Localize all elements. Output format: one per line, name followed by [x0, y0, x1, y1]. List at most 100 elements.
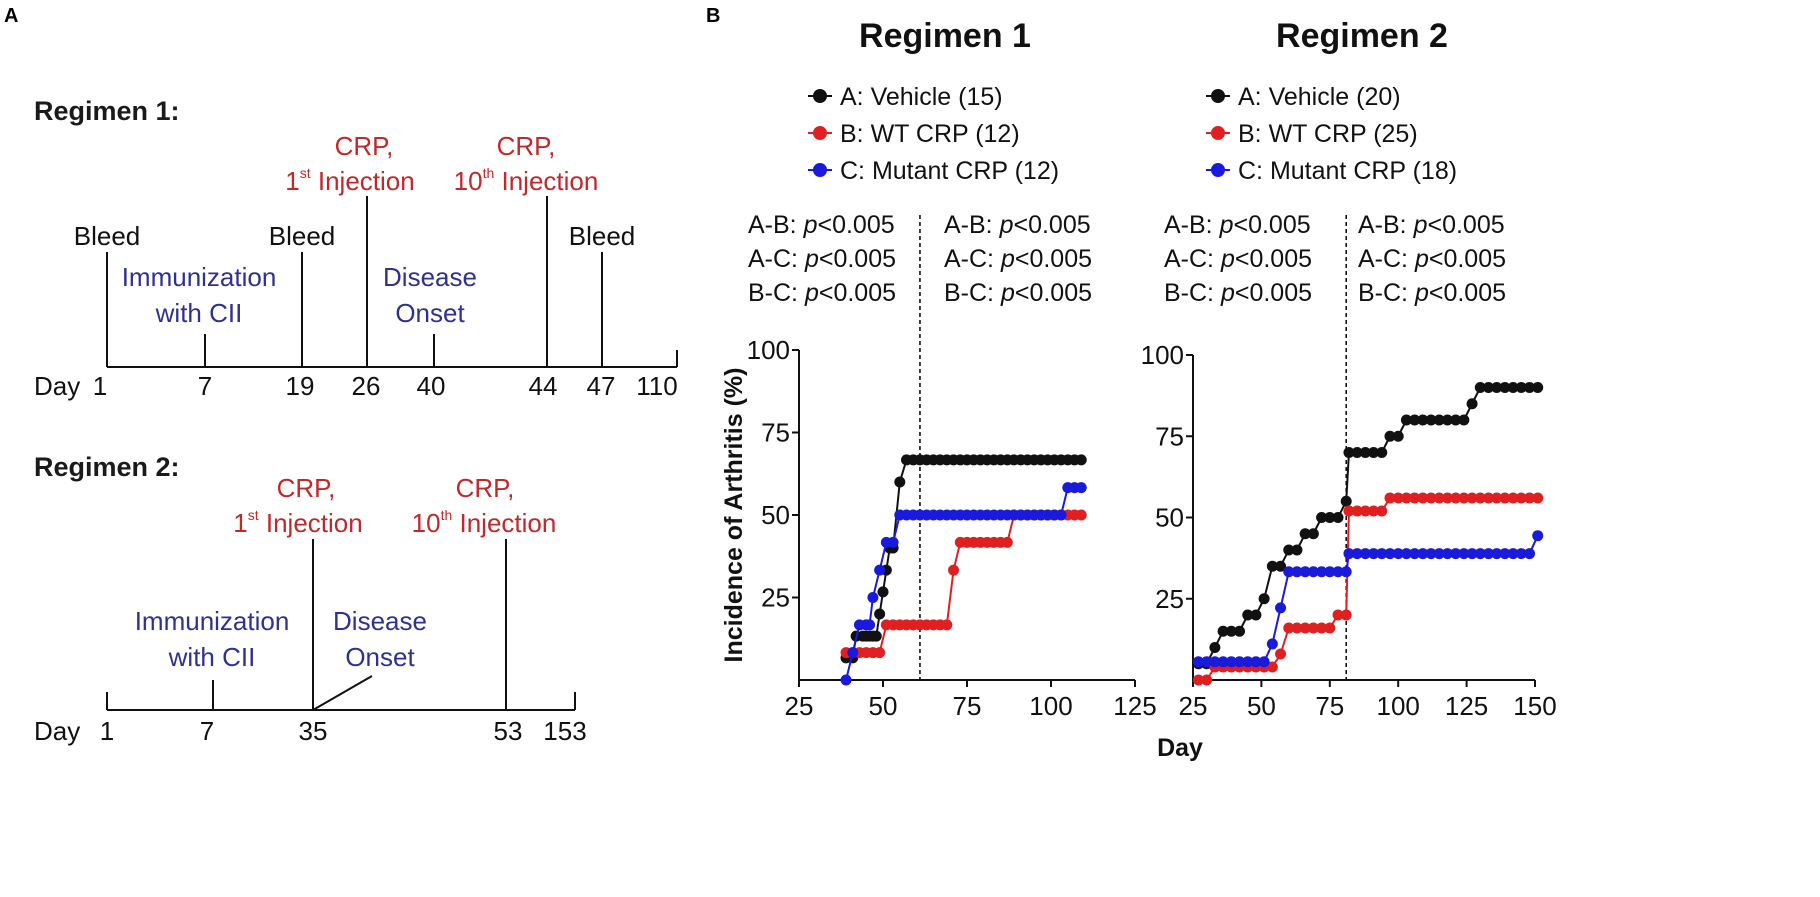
r2-day: 153: [543, 716, 586, 746]
data-point: [1499, 492, 1511, 504]
x-tick-label: 25: [1179, 691, 1208, 721]
data-point: [1075, 454, 1087, 466]
r2-day: 35: [299, 716, 328, 746]
chart-1-title: Regimen 1: [859, 17, 1031, 55]
legend-marker: [1211, 89, 1225, 103]
x-axis-title: Day: [1157, 734, 1203, 762]
y-tick-label: 25: [1155, 584, 1184, 614]
data-point: [1458, 548, 1470, 560]
legend-marker: [813, 163, 827, 177]
r2-crp1-line2: 1st Injection: [233, 507, 362, 538]
r1-crp1-sup: st: [300, 165, 311, 181]
data-point: [1283, 566, 1295, 578]
data-point: [1242, 656, 1254, 668]
data-point: [1482, 382, 1494, 393]
p-threshold: <0.005: [1429, 245, 1506, 273]
legend-marker: [1211, 126, 1225, 140]
p-threshold: <0.005: [1235, 245, 1312, 273]
data-point: [1491, 382, 1503, 393]
data-point: [1258, 656, 1270, 668]
chart-2-marks: [1192, 382, 1544, 686]
r1-immunization-line2: with CII: [155, 298, 243, 328]
data-point: [1466, 398, 1478, 410]
data-point: [1376, 548, 1388, 560]
data-point: [1351, 548, 1363, 560]
data-point: [1499, 382, 1511, 393]
p-threshold: <0.005: [1429, 279, 1506, 307]
data-point: [874, 564, 886, 576]
data-point: [1001, 536, 1013, 548]
data-point: [1192, 656, 1204, 668]
data-point: [1340, 609, 1352, 621]
data-point: [1359, 548, 1371, 560]
data-point: [1400, 414, 1412, 426]
p-value-label: A-C: p<0.005: [1164, 245, 1312, 273]
legend-marker: [1211, 163, 1225, 177]
chart-1-axes: 25 50 75 100 125 25 50 75 100: [747, 215, 1157, 721]
chart-2-title: Regimen 2: [1276, 17, 1448, 55]
data-point: [1192, 674, 1204, 686]
r1-onset-line2: Onset: [395, 298, 465, 328]
r2-immunization-line1: Immunization: [135, 606, 290, 636]
r1-crp1-line1: CRP,: [335, 131, 394, 161]
panel-a-label: A: [4, 5, 18, 27]
p-value-label: B-C: p<0.005: [944, 279, 1092, 307]
p-value-pair: B-C:: [1164, 279, 1221, 307]
r1-day-label: Day: [34, 371, 80, 401]
data-point: [1441, 492, 1453, 504]
chart-1-legend: A: Vehicle (15) B: WT CRP (12) C: Mutant C…: [808, 83, 1059, 185]
data-point: [1409, 492, 1421, 504]
data-point: [1532, 492, 1544, 504]
data-point: [1332, 609, 1344, 621]
data-point: [1392, 548, 1404, 560]
data-point: [1368, 505, 1380, 517]
data-point: [1275, 602, 1287, 614]
data-point: [1307, 566, 1319, 578]
data-point: [1384, 548, 1396, 560]
data-point: [1217, 656, 1229, 668]
data-point: [1507, 492, 1519, 504]
p-value-pair: B-C:: [1358, 279, 1415, 307]
data-point: [1499, 548, 1511, 560]
chart-regimen-1: Regimen 1 A: Vehicle (15) B: WT CRP (12) C…: [747, 17, 1157, 721]
r1-day: 110: [636, 371, 677, 401]
data-point: [1524, 382, 1536, 393]
chart-2-axes: 25 50 75 100 125 150 25 50 75 100: [1141, 215, 1557, 721]
p-value-label: A-B: p<0.005: [944, 211, 1091, 239]
p-value-pair: A-C:: [1358, 245, 1415, 273]
data-point: [1376, 447, 1388, 458]
data-point: [1359, 505, 1371, 517]
data-point: [1332, 566, 1344, 578]
r2-crp10-line1: CRP,: [456, 473, 515, 503]
data-point: [1515, 382, 1527, 393]
data-point: [1400, 492, 1412, 504]
p-threshold: <0.005: [1233, 211, 1310, 239]
r1-crp1-num: 1: [285, 166, 299, 196]
legend-marker: [813, 126, 827, 140]
p-symbol: p: [1414, 245, 1429, 273]
x-tick-label: 75: [953, 691, 982, 721]
r2-crp1-line1: CRP,: [277, 473, 336, 503]
p-threshold: <0.005: [1015, 245, 1092, 273]
data-point: [1332, 512, 1344, 523]
r2-day: 1: [100, 716, 114, 746]
p-symbol: p: [1413, 211, 1428, 239]
legend-label: A: Vehicle (15): [840, 83, 1003, 111]
data-point: [1055, 509, 1067, 521]
data-point: [1392, 492, 1404, 504]
r2-onset-pointer: [312, 675, 373, 711]
data-point: [1258, 593, 1270, 605]
p-value-label: A-C: p<0.005: [748, 245, 896, 273]
r1-day: 44: [529, 371, 558, 401]
p-value-pair: A-C:: [1164, 245, 1221, 273]
p-value-label: A-B: p<0.005: [1164, 211, 1311, 239]
r2-crp1-text: Injection: [259, 508, 363, 538]
regimen-2-heading: Regimen 2:: [34, 452, 180, 482]
x-tick-label: 125: [1113, 691, 1156, 721]
p-threshold: <0.005: [819, 245, 896, 273]
data-point: [1417, 414, 1429, 426]
series-line: [1198, 497, 1538, 681]
r1-crp10-line1: CRP,: [497, 131, 556, 161]
data-point: [1291, 622, 1303, 634]
data-point: [1433, 548, 1445, 560]
